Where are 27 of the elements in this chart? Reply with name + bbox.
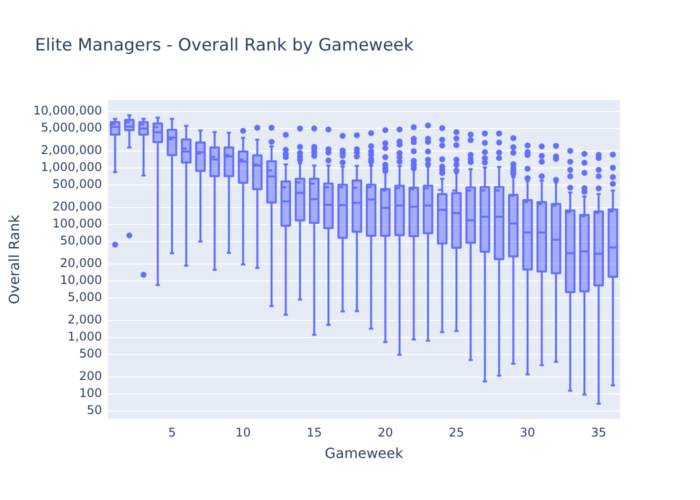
y-tick-label: 50 <box>86 403 102 418</box>
chart-title: Elite Managers - Overall Rank by Gameweek <box>35 35 414 56</box>
y-tick-label: 5,000 <box>68 290 102 304</box>
y-tick-label: 1,000,000 <box>40 160 102 174</box>
y-tick-label: 200 <box>79 369 102 384</box>
y-tick-label: 100 <box>79 386 102 400</box>
x-axis-title: Gameweek <box>324 446 404 462</box>
y-tick-label: 2,000 <box>68 312 102 327</box>
y-axis-title: Overall Rank <box>7 214 24 304</box>
x-tick-label: 10 <box>235 425 251 440</box>
y-tick-label: 10,000 <box>60 273 102 288</box>
y-tick-label: 5,000,000 <box>40 120 102 135</box>
y-tick-label: 20,000 <box>60 256 102 270</box>
x-tick-label: 15 <box>306 425 322 440</box>
x-tick-label: 30 <box>520 425 536 440</box>
y-tick-label: 200,000 <box>52 200 102 214</box>
y-tick-label: 100,000 <box>52 216 102 231</box>
y-tick-label: 50,000 <box>60 234 102 248</box>
x-tick-label: 5 <box>168 425 176 440</box>
y-tick-label: 2,000,000 <box>40 143 102 158</box>
y-tick-label: 10,000,000 <box>33 104 102 118</box>
x-tick-label: 35 <box>591 425 606 440</box>
x-tick-label: 20 <box>378 425 393 440</box>
y-tick-label: 500 <box>79 346 102 361</box>
y-tick-label: 1,000 <box>68 330 102 344</box>
x-tick-label: 25 <box>448 425 464 440</box>
y-tick-label: 500,000 <box>52 177 102 192</box>
